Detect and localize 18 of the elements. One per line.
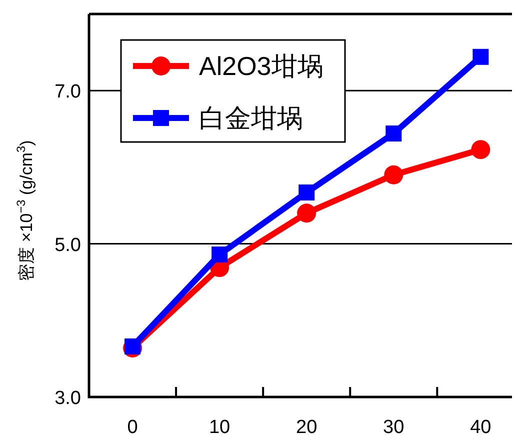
point	[298, 184, 315, 200]
legend-label: Al2O3坩埚	[199, 51, 324, 81]
point	[384, 165, 404, 184]
x-tick-label: 20	[296, 417, 318, 435]
y-tick-label: 3.0	[54, 388, 81, 409]
point	[212, 246, 228, 263]
point	[471, 140, 490, 160]
point	[386, 125, 402, 142]
y-tick-label: 7.0	[54, 82, 81, 103]
point	[297, 204, 316, 223]
point	[124, 338, 141, 354]
point	[472, 48, 489, 65]
legend-label: 白金坩埚	[199, 103, 303, 133]
y-tick-label: 5.0	[54, 234, 81, 256]
x-tick-label: 40	[470, 417, 492, 435]
x-tick-label: 10	[208, 417, 230, 435]
x-tick-label: 0	[127, 417, 138, 435]
x-tick-label: 30	[383, 417, 404, 435]
